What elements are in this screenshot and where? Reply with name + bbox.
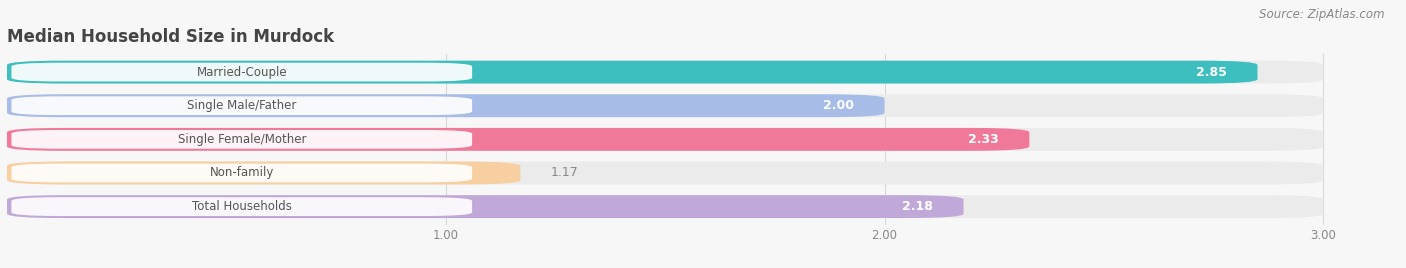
Text: Source: ZipAtlas.com: Source: ZipAtlas.com	[1260, 8, 1385, 21]
Text: Total Households: Total Households	[191, 200, 291, 213]
FancyBboxPatch shape	[7, 162, 520, 184]
FancyBboxPatch shape	[11, 96, 472, 115]
FancyBboxPatch shape	[7, 61, 1257, 84]
FancyBboxPatch shape	[7, 94, 884, 117]
FancyBboxPatch shape	[7, 128, 1029, 151]
FancyBboxPatch shape	[7, 195, 963, 218]
Text: Married-Couple: Married-Couple	[197, 66, 287, 79]
Text: 2.00: 2.00	[823, 99, 853, 112]
FancyBboxPatch shape	[7, 94, 1323, 117]
Text: 2.85: 2.85	[1197, 66, 1227, 79]
Text: Median Household Size in Murdock: Median Household Size in Murdock	[7, 28, 335, 46]
Text: Single Female/Mother: Single Female/Mother	[177, 133, 307, 146]
Text: 1.17: 1.17	[551, 166, 579, 180]
Text: 2.18: 2.18	[901, 200, 932, 213]
FancyBboxPatch shape	[7, 61, 1323, 84]
FancyBboxPatch shape	[7, 162, 1323, 184]
FancyBboxPatch shape	[7, 195, 1323, 218]
FancyBboxPatch shape	[11, 197, 472, 216]
FancyBboxPatch shape	[11, 130, 472, 149]
Text: Single Male/Father: Single Male/Father	[187, 99, 297, 112]
FancyBboxPatch shape	[7, 128, 1323, 151]
FancyBboxPatch shape	[11, 164, 472, 182]
Text: Non-family: Non-family	[209, 166, 274, 180]
Text: 2.33: 2.33	[967, 133, 998, 146]
FancyBboxPatch shape	[11, 63, 472, 81]
